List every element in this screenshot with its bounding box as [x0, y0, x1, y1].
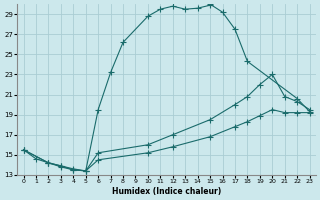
X-axis label: Humidex (Indice chaleur): Humidex (Indice chaleur) [112, 187, 221, 196]
